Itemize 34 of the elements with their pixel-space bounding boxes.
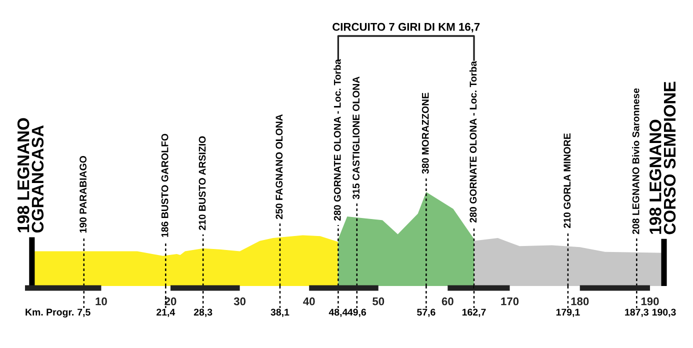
x-tick-label: 10 (96, 297, 107, 306)
ref-line-label: 210 BUSTO ARSIZIO (198, 136, 206, 230)
text: 38,1 (270, 308, 290, 318)
text: 7,5 (78, 308, 90, 318)
ref-line-label: 208 LEGNANO Bivio Saronnese (632, 88, 640, 234)
text: 179,1 (556, 308, 580, 318)
ref-line-label: 190 PARABIAGO (80, 156, 87, 233)
ref-line-label: 250 FAGNANO OLONA (276, 114, 283, 220)
text: 49,6 (348, 308, 366, 318)
text: Km. Progr. (26, 308, 74, 318)
x-tick-label: 50 (372, 297, 384, 306)
text: 28,3 (194, 308, 212, 318)
x-tick-label: 40 (303, 297, 315, 306)
x-tick-label: 190 (641, 297, 659, 306)
ref-line-label: 198 LEGNANO CGRANCASA (17, 118, 44, 233)
x-tick-label: 20 (164, 297, 176, 306)
ref-line-label: 186 BUSTO GAROLFO (161, 134, 168, 237)
text: 187,3 (625, 308, 648, 318)
ref-line-label: 315 CASTIGLIONE OLONA (352, 76, 360, 200)
text: 190,3 (652, 308, 676, 318)
text: 21,4 (156, 308, 176, 318)
ref-line-label: 210 GORLA MINORE (564, 133, 571, 228)
x-tick-label: 180 (571, 297, 589, 306)
x-tick-label: 30 (234, 297, 246, 306)
x-tick-label: 170 (501, 297, 519, 306)
ref-line-label: 280 GORNATE OLONA - Loc. Torba (334, 59, 341, 221)
ref-line-label: 380 MORAZZONE (422, 92, 429, 174)
text: 162,7 (462, 308, 486, 318)
ref-line-label: 280 GORNATE OLONA - Loc. Torba (469, 60, 477, 223)
x-tick-label: 60 (442, 297, 454, 306)
text: CIRCUITO 7 GIRI DI KM 16,7 (332, 22, 480, 32)
text: 48,4 (328, 308, 348, 318)
text: 57,6 (417, 308, 436, 318)
ref-line-label: 198 LEGNANO CORSO SEMPIONE (650, 82, 676, 234)
